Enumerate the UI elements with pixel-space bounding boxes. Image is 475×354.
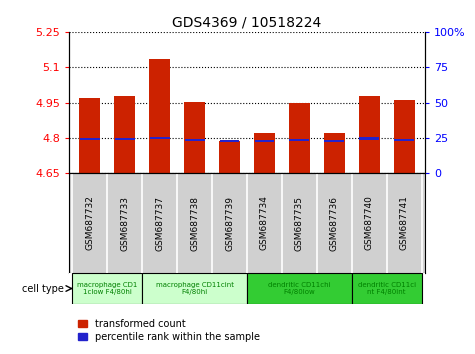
Title: GDS4369 / 10518224: GDS4369 / 10518224 (172, 15, 322, 29)
Bar (114, 96, 135, 173)
Text: GSM687737: GSM687737 (155, 195, 164, 251)
Text: GSM687736: GSM687736 (330, 195, 339, 251)
Bar (289, 103, 310, 173)
FancyBboxPatch shape (247, 273, 352, 304)
Text: macrophage CD11cint
F4/80hi: macrophage CD11cint F4/80hi (156, 282, 234, 295)
FancyBboxPatch shape (72, 273, 142, 304)
Bar (394, 139, 414, 141)
Bar (184, 102, 205, 173)
Bar (80, 138, 100, 140)
Text: GSM687740: GSM687740 (365, 195, 374, 251)
Text: GSM687741: GSM687741 (399, 195, 408, 251)
Bar (394, 100, 415, 173)
Bar (359, 137, 379, 139)
Text: GSM687738: GSM687738 (190, 195, 199, 251)
Text: macrophage CD1
1clow F4/80hi: macrophage CD1 1clow F4/80hi (77, 282, 137, 295)
Bar (185, 139, 205, 141)
FancyBboxPatch shape (142, 273, 247, 304)
Bar (359, 96, 380, 173)
Text: dendritic CD11ci
nt F4/80int: dendritic CD11ci nt F4/80int (358, 282, 416, 295)
Bar (219, 140, 239, 142)
Bar (219, 141, 240, 173)
Bar (150, 137, 170, 139)
Text: dendritic CD11chi
F4/80low: dendritic CD11chi F4/80low (268, 282, 331, 295)
Bar (324, 140, 344, 142)
Text: cell type: cell type (22, 284, 64, 293)
Bar (289, 139, 309, 141)
Text: GSM687732: GSM687732 (86, 195, 95, 251)
Bar (149, 59, 170, 173)
Legend: transformed count, percentile rank within the sample: transformed count, percentile rank withi… (74, 315, 264, 346)
Bar (79, 98, 100, 173)
Text: GSM687735: GSM687735 (295, 195, 304, 251)
Text: GSM687739: GSM687739 (225, 195, 234, 251)
Bar (255, 140, 275, 142)
Text: GSM687733: GSM687733 (120, 195, 129, 251)
Text: GSM687734: GSM687734 (260, 195, 269, 251)
FancyBboxPatch shape (352, 273, 422, 304)
Bar (115, 138, 135, 140)
Bar (324, 133, 345, 173)
Bar (254, 133, 275, 173)
